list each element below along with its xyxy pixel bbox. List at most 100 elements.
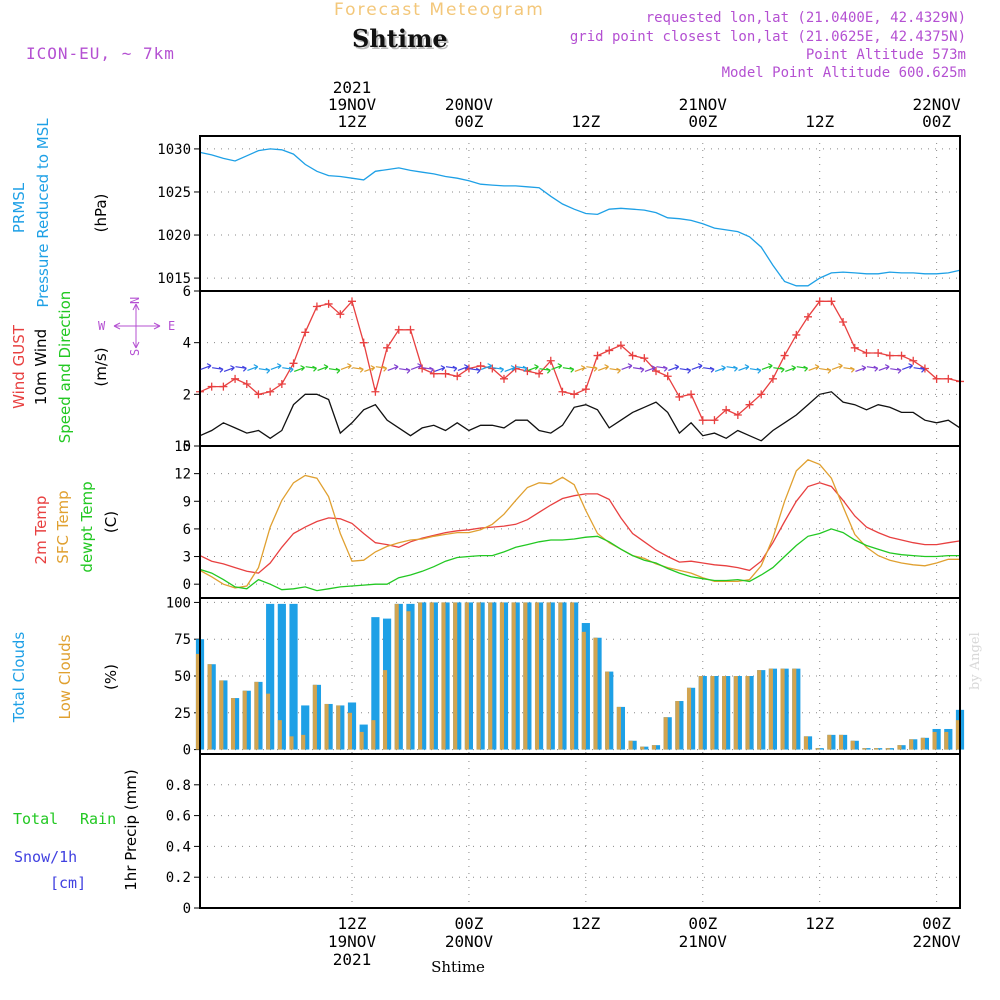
gust-marker <box>266 387 275 396</box>
low-cloud-bar <box>464 602 469 750</box>
pressure-ytick-label: 1025 <box>157 185 191 201</box>
wind-direction-arrow <box>679 367 692 374</box>
gust-marker <box>429 369 438 378</box>
precip-ytick-label: 0.6 <box>166 809 191 825</box>
point-altitude: Point Altitude 573m <box>805 47 966 63</box>
precip-unit: 1hr Precip (mm) <box>122 769 140 890</box>
gust-marker <box>558 387 567 396</box>
wind-direction-arrow <box>866 365 879 372</box>
low-cloud-bar <box>780 668 785 750</box>
low-cloud-bar <box>745 676 750 750</box>
low-cloud-bar <box>803 736 808 750</box>
low-cloud-bar <box>359 731 364 750</box>
total-cloud-bar <box>523 602 532 750</box>
wind-direction-arrow <box>749 367 762 374</box>
wind-direction-arrow <box>621 363 633 370</box>
gust-marker <box>698 416 707 425</box>
gust-marker <box>324 299 333 308</box>
wind-direction-arrow <box>890 367 902 374</box>
gust-marker <box>406 325 415 334</box>
low-cloud-bar <box>850 740 855 750</box>
compass-rose-icon <box>113 303 161 349</box>
low-cloud-bar <box>757 670 762 750</box>
wind-direction-arrow <box>457 364 469 371</box>
low-cloud-bar <box>289 736 294 750</box>
low-cloud-bar <box>195 653 200 750</box>
wind-direction-arrow <box>504 365 516 372</box>
low-cloud-bar <box>862 748 867 750</box>
gust-marker <box>827 297 836 306</box>
gust-marker <box>254 390 263 399</box>
low-cloud-bar <box>955 720 960 750</box>
temperature-ytick-label: 12 <box>174 467 191 483</box>
gust-marker <box>733 411 742 419</box>
gust-marker <box>277 380 286 388</box>
gust-marker <box>581 385 590 394</box>
gust-marker <box>944 374 953 383</box>
gust-marker <box>710 416 719 425</box>
gust-marker <box>616 341 625 350</box>
wind-direction-arrow <box>796 365 809 372</box>
compass-n: N <box>128 297 142 304</box>
top-axis-date: 19NOV <box>328 95 377 114</box>
total-cloud-bar <box>616 706 626 750</box>
wind-direction-arrow <box>785 365 797 372</box>
precip-ytick-label: 0.4 <box>166 839 191 855</box>
gust-marker <box>675 392 684 401</box>
temperature-ytick-label: 9 <box>183 494 191 510</box>
wind-direction-arrow <box>820 367 832 374</box>
low-cloud-bar <box>874 748 879 750</box>
model-point-altitude: Model Point Altitude 600.625m <box>721 65 966 81</box>
temperature-frame <box>199 445 961 599</box>
wind-direction-arrow <box>492 366 505 373</box>
wind-ytick-label: 2 <box>183 387 191 403</box>
wind-direction-arrow <box>340 363 352 370</box>
total-cloud-bar <box>546 602 555 750</box>
wind-direction-arrow <box>305 365 317 372</box>
bottom-axis-hour: 12Z <box>805 914 834 933</box>
total-cloud-bar <box>850 740 859 750</box>
wind-label-gust: Wind GUST <box>10 324 28 409</box>
prmsl-line <box>199 148 961 287</box>
low-cloud-bar <box>277 720 282 750</box>
gust-marker <box>897 351 906 360</box>
wind-direction-arrow <box>855 365 867 372</box>
low-cloud-bar <box>616 706 621 750</box>
bottom-axis-hour: 00Z <box>922 914 951 933</box>
wind-direction-arrow <box>609 367 621 374</box>
top-axis-date: 21NOV <box>679 95 728 114</box>
low-cloud-bar <box>722 676 727 750</box>
bottom-axis-date: 19NOV <box>328 932 377 951</box>
low-cloud-bar <box>336 705 341 750</box>
wind-direction-arrow <box>469 367 481 374</box>
top-axis-date: 20NOV <box>445 95 494 114</box>
gust-marker <box>628 351 637 360</box>
total-cloud-bar <box>266 603 275 750</box>
wind-label-speed-dir: Speed and Direction <box>56 291 74 444</box>
low-cloud-bar <box>429 602 434 750</box>
low-cloud-bar <box>546 602 551 750</box>
bottom-axis-hour: 00Z <box>454 914 483 933</box>
temperature-ytick-label: 15 <box>174 439 191 455</box>
wind-direction-arrow <box>831 363 843 370</box>
gust-marker <box>839 318 848 326</box>
top-axis-hour: 00Z <box>454 112 483 131</box>
low-cloud-bar <box>932 731 937 750</box>
gust-marker <box>932 374 941 383</box>
pressure-frame <box>199 135 961 292</box>
pressure-label-prmsl: PRMSL <box>10 182 28 233</box>
wind-direction-arrow <box>726 365 738 372</box>
gust-marker <box>453 372 462 381</box>
gust-marker <box>885 351 894 360</box>
total-cloud-bar <box>289 603 298 750</box>
wind-direction-arrow <box>328 367 341 374</box>
clouds-label-low: Low Clouds <box>56 634 74 719</box>
bottom-axis-hour: 00Z <box>688 914 717 933</box>
low-cloud-bar <box>675 701 680 750</box>
clouds-ytick-label: 100 <box>166 595 191 611</box>
low-cloud-bar <box>312 684 317 750</box>
wind-direction-arrow <box>317 364 329 371</box>
precip-label-snow: Snow/1h <box>14 848 77 866</box>
total-cloud-bar <box>558 602 567 750</box>
